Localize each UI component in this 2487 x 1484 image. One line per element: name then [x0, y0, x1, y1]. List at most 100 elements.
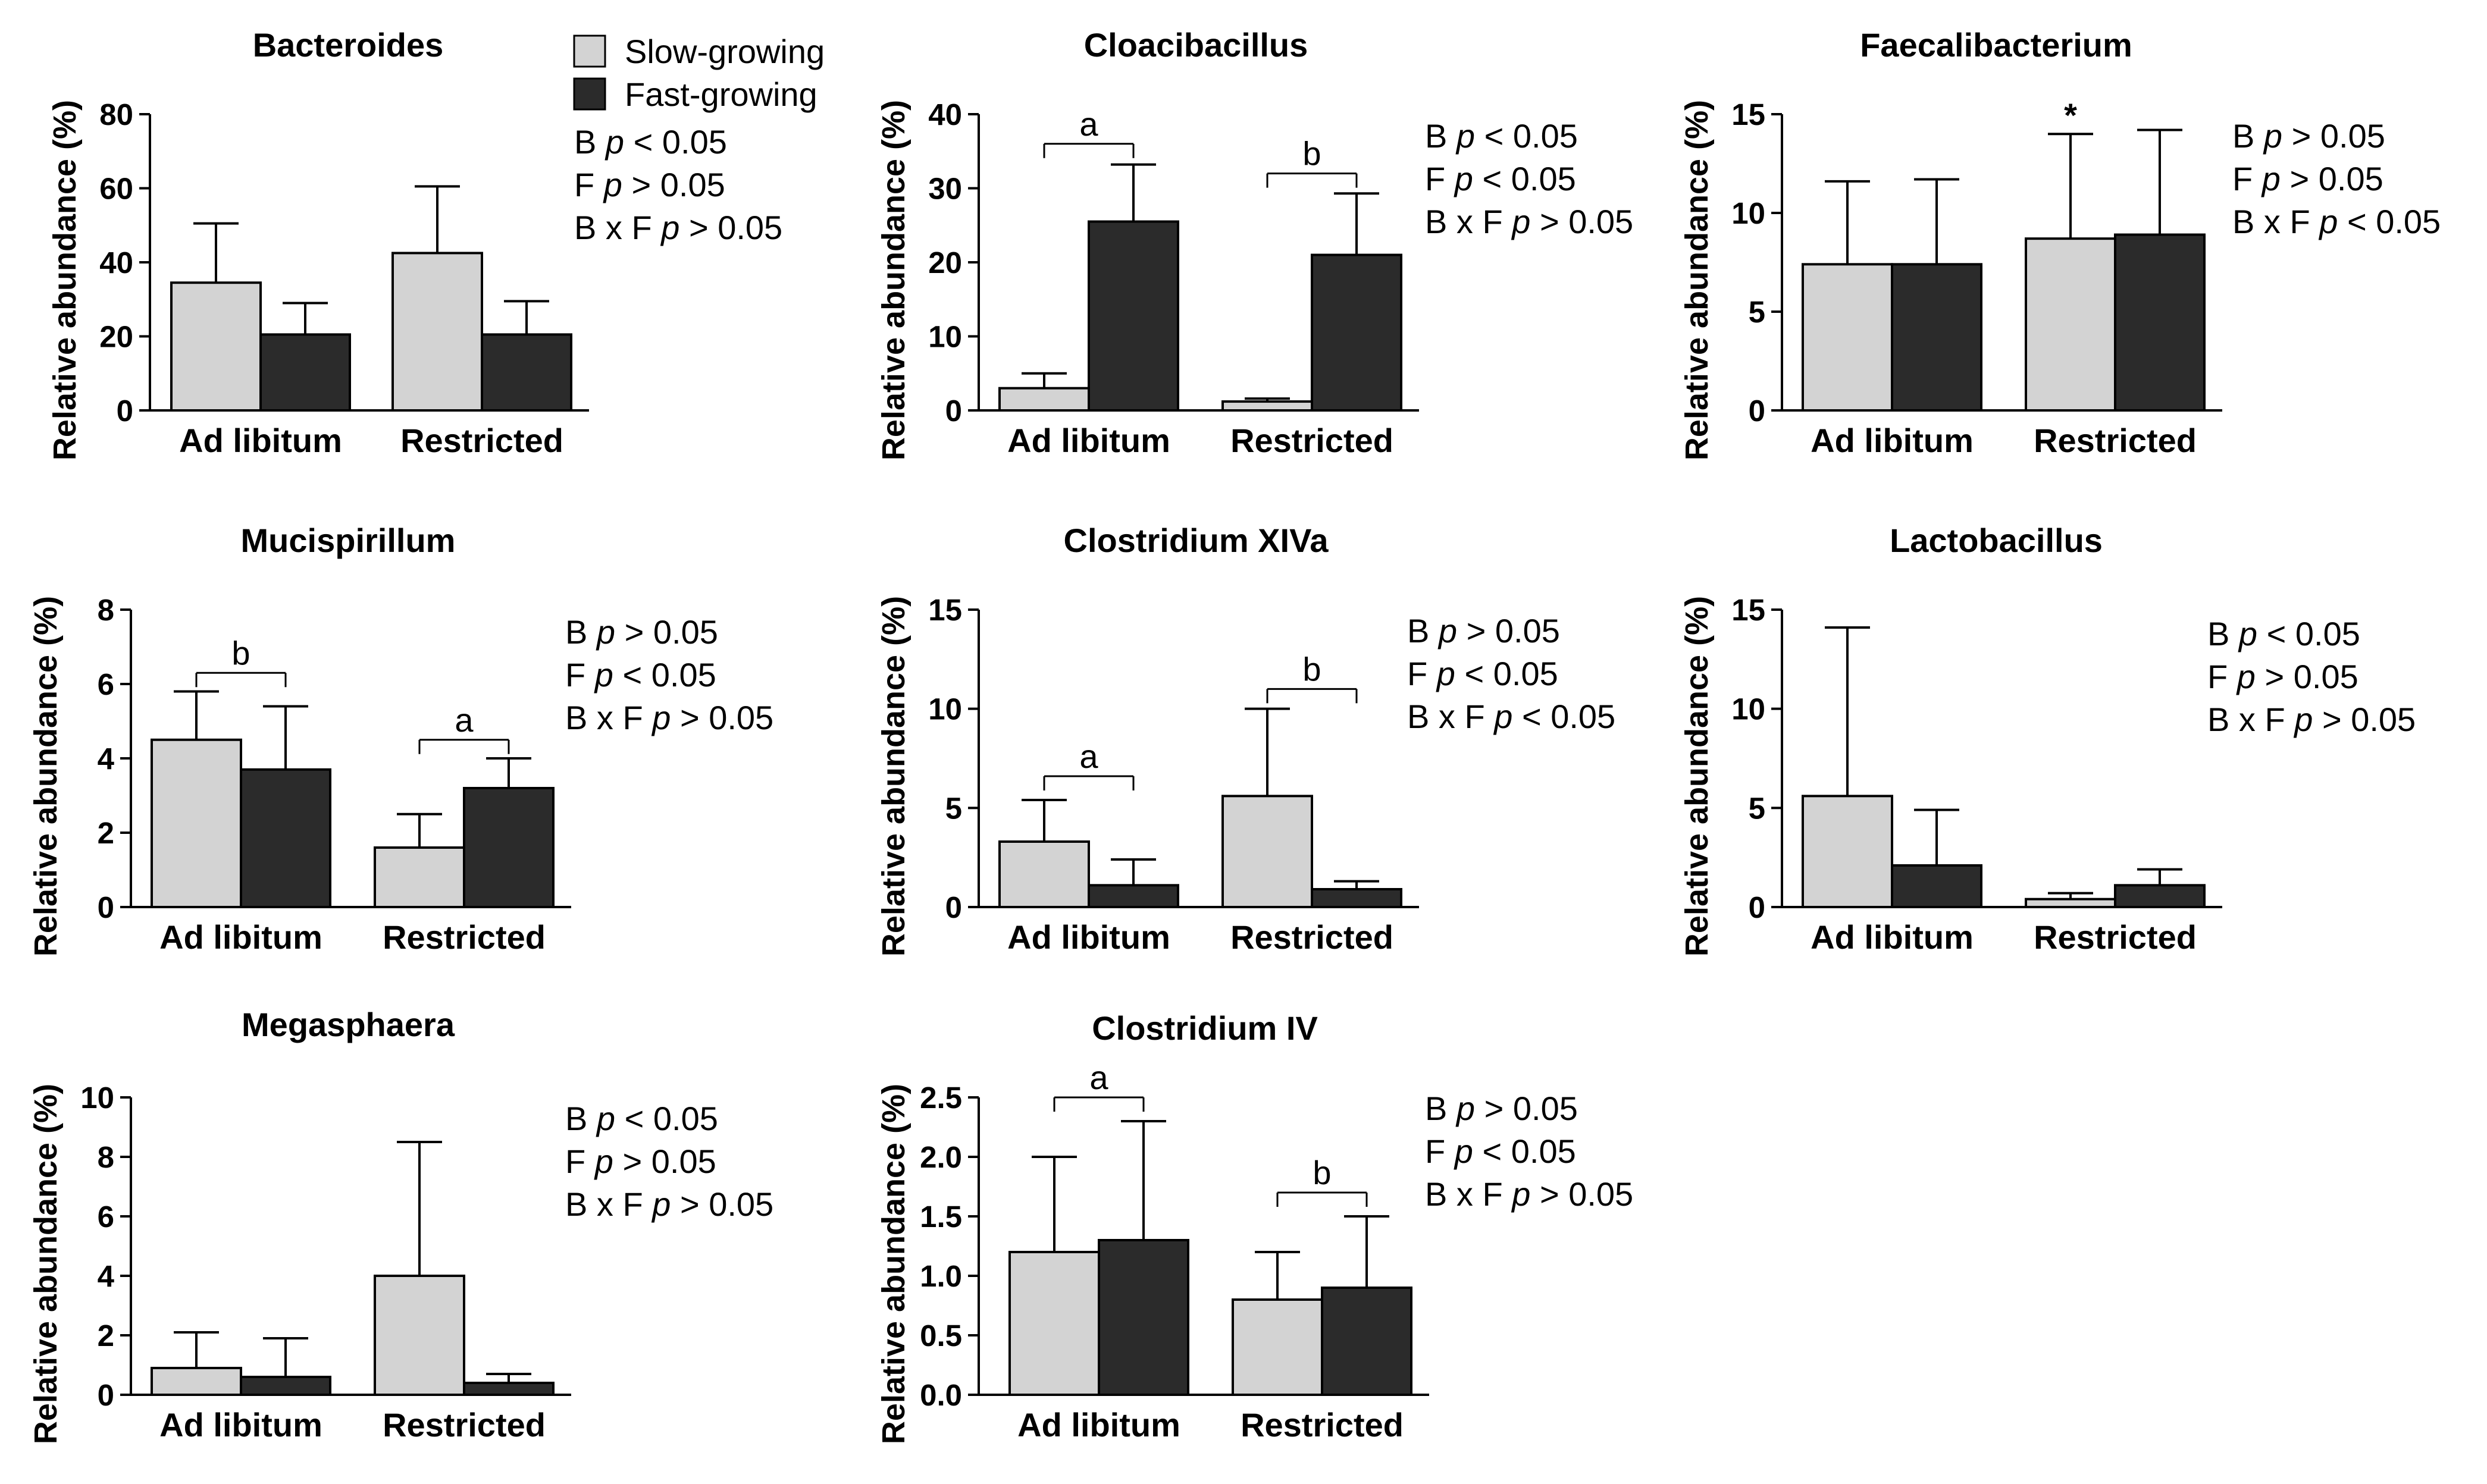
- bar-fast: [240, 1376, 331, 1396]
- chart-title: Megasphaera: [242, 1006, 455, 1043]
- bar-fast: [2114, 884, 2206, 909]
- y-axis-label: Relative abundance (%): [1679, 100, 1715, 460]
- y-tick-label: 15: [1731, 98, 1765, 131]
- bar-slow: [170, 281, 262, 412]
- bar-fast: [1088, 884, 1179, 909]
- x-category-label: Restricted: [2034, 918, 2197, 956]
- bar-fast: [1891, 263, 1982, 412]
- bar-slow: [151, 738, 242, 908]
- legend-label-fast: Fast-growing: [625, 76, 817, 113]
- x-category-label: Restricted: [2034, 422, 2197, 459]
- x-category-label: Restricted: [1230, 422, 1393, 459]
- y-tick-label: 2.0: [920, 1140, 962, 1174]
- bar-fast: [463, 1382, 555, 1396]
- y-tick-label: 10: [928, 320, 962, 354]
- chart-title: Lactobacillus: [1890, 522, 2103, 559]
- stat-line: B x F p > 0.05: [2207, 701, 2416, 738]
- legend-swatch-slow: [573, 34, 606, 68]
- legend-swatch-fast: [573, 77, 606, 111]
- bar-fast: [240, 768, 331, 908]
- stat-line: B p < 0.05: [2207, 615, 2360, 652]
- bracket-letter: b: [1313, 1154, 1331, 1191]
- y-tick-label: 8: [98, 1140, 114, 1174]
- bar-slow: [151, 1367, 242, 1396]
- stat-line: B p < 0.05: [1425, 117, 1578, 155]
- stat-line: F p < 0.05: [565, 656, 716, 694]
- x-category-label: Ad libitum: [1007, 918, 1170, 956]
- x-category-label: Ad libitum: [159, 918, 322, 956]
- bar-fast: [481, 333, 572, 412]
- bar-slow: [1802, 795, 1893, 909]
- y-tick-label: 10: [1731, 196, 1765, 230]
- y-tick-label: 6: [98, 1200, 114, 1234]
- y-tick-label: 10: [1731, 692, 1765, 726]
- y-tick-label: 0: [1749, 394, 1765, 428]
- chart-title: Clostridium XIVa: [1064, 522, 1329, 559]
- stat-line: B p > 0.05: [1425, 1090, 1578, 1127]
- y-tick-label: 0.0: [920, 1378, 962, 1412]
- stat-line: B x F p < 0.05: [1407, 698, 1615, 735]
- y-tick-label: 0: [98, 1378, 114, 1412]
- chart-title: Mucispirillum: [241, 522, 456, 559]
- x-category-label: Ad libitum: [1017, 1406, 1180, 1444]
- panel-cloacibacillus: Cloacibacillus Relative abundance (%) 0 10 2…: [876, 26, 1633, 460]
- x-category-label: Restricted: [383, 1406, 546, 1444]
- bar-slow: [1802, 263, 1893, 412]
- y-axis-label: Relative abundance (%): [1679, 596, 1715, 956]
- y-tick-label: 4: [98, 742, 115, 776]
- x-category-label: Ad libitum: [1007, 422, 1170, 459]
- stat-line: B x F p > 0.05: [565, 1185, 773, 1223]
- bar-slow: [374, 1275, 465, 1396]
- bar-fast: [259, 333, 351, 412]
- stat-line: B p > 0.05: [565, 613, 718, 651]
- y-tick-label: 80: [99, 98, 133, 131]
- bar-fast: [463, 787, 555, 908]
- y-tick-label: 5: [1749, 791, 1765, 825]
- stat-line: B x F p > 0.05: [1425, 1175, 1633, 1213]
- chart-title: Bacteroides: [253, 26, 444, 64]
- panel-mucispirillum: Mucispirillum Relative abundance (%) 0 2 4 6 8…: [28, 522, 773, 956]
- bar-slow: [1008, 1251, 1100, 1396]
- y-tick-label: 20: [99, 320, 133, 354]
- y-tick-label: 0: [98, 890, 114, 924]
- stat-line: F p > 0.05: [574, 166, 725, 203]
- y-tick-label: 2.5: [920, 1081, 962, 1115]
- y-tick-label: 60: [99, 172, 133, 206]
- x-category-label: Restricted: [383, 918, 546, 956]
- bar-slow: [1221, 795, 1313, 909]
- bar-slow: [391, 252, 483, 412]
- x-category-label: Ad libitum: [179, 422, 342, 459]
- bar-slow: [998, 387, 1090, 412]
- y-tick-label: 6: [98, 667, 114, 701]
- y-tick-label: 0: [1749, 890, 1765, 924]
- y-tick-label: 15: [1731, 593, 1765, 627]
- stat-line: B x F p < 0.05: [2232, 203, 2441, 240]
- bar-slow: [998, 840, 1090, 908]
- panel-faecalibacterium: Faecalibacterium Relative abundance (%) 0 5…: [1679, 26, 2441, 460]
- x-category-label: Restricted: [1230, 918, 1393, 956]
- y-tick-label: 15: [928, 593, 962, 627]
- bracket-letter: b: [231, 634, 250, 672]
- y-tick-label: 8: [98, 593, 114, 627]
- bracket-letter: a: [455, 701, 474, 739]
- bar-slow: [2025, 898, 2116, 908]
- stat-line: F p > 0.05: [565, 1143, 716, 1180]
- panel-megasphaera: Megasphaera Relative abundance (%) 0 2 4 6 8 10…: [28, 1006, 773, 1444]
- y-tick-label: 0: [945, 394, 962, 428]
- y-tick-label: 10: [80, 1081, 114, 1115]
- bar-fast: [2114, 233, 2206, 412]
- stat-line: B x F p > 0.05: [1425, 203, 1633, 240]
- panel-clostridium-xiva: Clostridium XIVa Relative abundance (%) 0 5…: [876, 522, 1615, 956]
- x-category-label: Ad libitum: [1811, 918, 1974, 956]
- x-category-label: Ad libitum: [1811, 422, 1974, 459]
- legend: Slow-growing Fast-growing: [573, 33, 825, 113]
- bar-slow: [1232, 1298, 1323, 1396]
- stat-line: B p > 0.05: [1407, 612, 1560, 650]
- stat-line: B p < 0.05: [574, 123, 727, 161]
- stat-line: F p > 0.05: [2207, 658, 2358, 695]
- panel-clostridium-iv: Clostridium IV Relative abundance (%) 0.0 0…: [876, 1009, 1633, 1444]
- bar-fast: [1098, 1239, 1189, 1396]
- chart-title: Clostridium IV: [1092, 1009, 1318, 1047]
- y-tick-label: 20: [928, 246, 962, 280]
